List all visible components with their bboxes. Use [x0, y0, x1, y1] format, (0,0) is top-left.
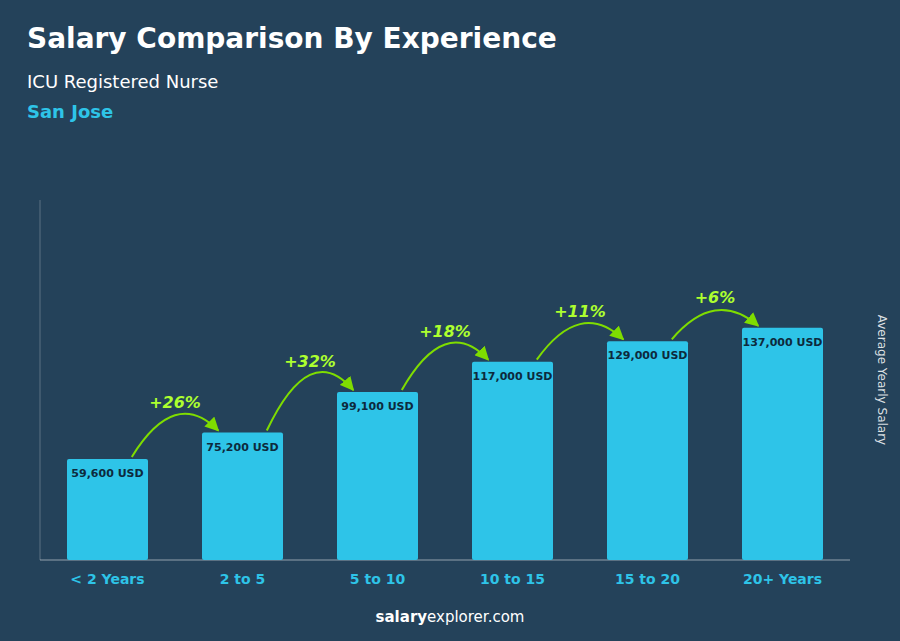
watermark: salaryexplorer.com [376, 608, 525, 626]
change-arrow [267, 372, 353, 431]
change-label: +6% [695, 288, 736, 307]
value-label: 99,100 USD [341, 400, 413, 413]
change-arrow [402, 343, 488, 390]
watermark-part: salary [376, 608, 428, 626]
subtitle: ICU Registered Nurse [27, 71, 218, 92]
x-axis-line [40, 560, 850, 561]
bar [337, 392, 418, 560]
bar [202, 433, 283, 560]
change-arrows [132, 310, 758, 457]
city: San Jose [27, 101, 113, 122]
x-tick-label: 2 to 5 [220, 571, 266, 587]
change-label: +11% [554, 302, 606, 321]
y-axis-label: Average Yearly Salary [875, 315, 889, 445]
x-tick-label: 10 to 15 [480, 571, 545, 587]
bars [67, 328, 823, 560]
change-label: +26% [149, 393, 201, 412]
value-label: 129,000 USD [608, 349, 688, 362]
title: Salary Comparison By Experience [27, 22, 557, 55]
background [0, 0, 900, 641]
x-tick-label: 5 to 10 [350, 571, 406, 587]
x-tick-label: < 2 Years [70, 571, 144, 587]
value-label: 75,200 USD [206, 441, 278, 454]
value-label: 59,600 USD [71, 467, 143, 480]
value-label: 137,000 USD [743, 336, 823, 349]
bar [607, 341, 688, 560]
y-axis-line [40, 200, 41, 560]
x-tick-label: 20+ Years [743, 571, 822, 587]
value-label: 117,000 USD [473, 370, 553, 383]
change-arrow [132, 414, 218, 457]
change-label: +32% [284, 352, 336, 371]
chart: Salary Comparison By Experience ICU Regis… [0, 0, 900, 641]
bar [472, 362, 553, 560]
change-label: +18% [419, 322, 471, 341]
bar [67, 459, 148, 560]
watermark-part: explorer.com [427, 608, 524, 626]
bar [742, 328, 823, 560]
labels: +26% +32% +18% +11% +6% 59,600 USD 75,200 USD 9… [70, 288, 822, 587]
x-tick-label: 15 to 20 [615, 571, 680, 587]
